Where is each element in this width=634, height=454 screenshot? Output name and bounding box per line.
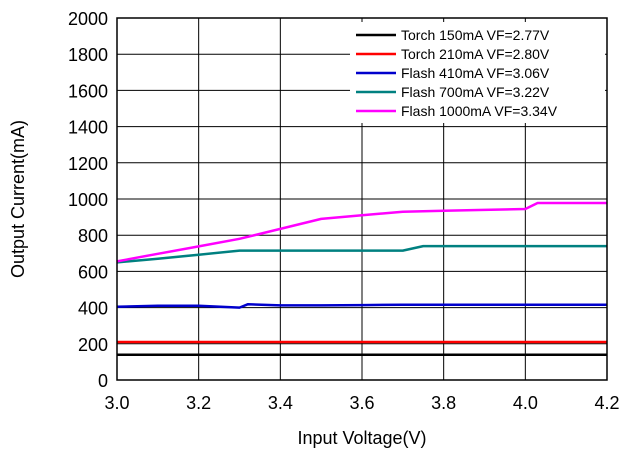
x-tick-label: 3.6 [349,393,374,413]
y-tick-label: 800 [78,226,108,246]
series-line [116,201,607,263]
y-tick-label: 1600 [68,81,108,101]
x-tick-label: 3.8 [431,393,456,413]
y-axis-title: Output Current(mA) [8,120,28,278]
y-tick-label: 1800 [68,45,108,65]
series-line [116,244,607,264]
x-tick-label: 4.0 [513,393,538,413]
series-layer [116,201,607,356]
legend-label: Torch 150mA VF=2.77V [401,27,550,43]
legend-label: Flash 1000mA VF=3.34V [401,103,558,119]
y-tick-label: 400 [78,299,108,319]
y-tick-label: 1200 [68,154,108,174]
legend-label: Flash 410mA VF=3.06V [401,65,550,81]
x-tick-label: 3.2 [186,393,211,413]
x-tick-labels: 3.0 3.2 3.4 3.6 3.8 4.0 4.2 [104,393,619,413]
y-tick-label: 200 [78,335,108,355]
x-tick-label: 3.0 [104,393,129,413]
x-tick-label: 4.2 [594,393,619,413]
y-tick-label: 1000 [68,190,108,210]
plot-frame [116,17,608,381]
legend: Torch 150mA VF=2.77V Torch 210mA VF=2.80V… [350,22,605,123]
y-tick-label: 1400 [68,118,108,138]
legend-label: Torch 210mA VF=2.80V [401,46,550,62]
series-line [116,303,607,309]
y-tick-label: 600 [78,262,108,282]
x-axis-title: Input Voltage(V) [297,428,426,448]
y-tick-label: 2000 [68,9,108,29]
x-tick-label: 3.4 [268,393,293,413]
legend-label: Flash 700mA VF=3.22V [401,84,550,100]
y-tick-labels: 0 200 400 600 800 1000 1200 1400 1600 1800 2000 [68,9,108,391]
y-tick-label: 0 [98,371,108,391]
